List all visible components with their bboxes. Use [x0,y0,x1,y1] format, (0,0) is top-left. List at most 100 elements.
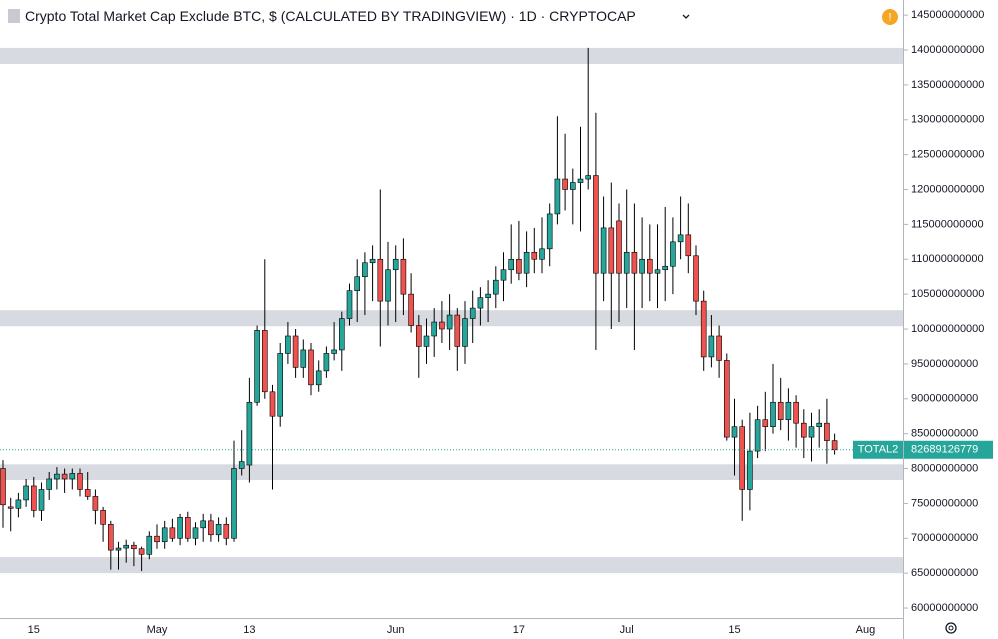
y-tick-label: 145000000000 [911,9,984,21]
x-tick-label: Aug [856,624,876,636]
gear-ring [945,622,957,634]
y-tick-label: 75000000000 [911,497,978,509]
separator: · [506,8,518,24]
candle-body [69,473,76,480]
exchange: CRYPTOCAP [549,8,636,24]
candle-body [415,325,422,347]
alert-icon[interactable] [882,9,898,25]
candle-body [369,258,376,264]
symbol-icon [8,9,20,23]
candle-body [377,258,384,302]
candle-body [92,496,99,511]
candle-body [677,234,684,243]
y-tick-label: 80000000000 [911,462,978,474]
plot-area [0,47,903,574]
candle-body [30,485,37,511]
candle-body [131,544,137,550]
symbol-title: Crypto Total Market Cap Exclude BTC, $ (… [25,8,506,24]
candle-body [38,489,45,511]
y-tick-label: 125000000000 [911,149,984,161]
separator: · [537,8,549,24]
dropdown-chevron[interactable] [682,14,690,19]
candle-body [716,335,722,361]
candle-body [84,489,91,497]
legend-header[interactable]: Crypto Total Market Cap Exclude BTC, $ (… [25,8,636,24]
candle-body [123,544,129,549]
y-tick-label: 105000000000 [911,288,984,300]
x-tick-label: 17 [513,624,525,636]
candle-body [254,330,260,403]
candle-body [739,426,746,490]
candle-body [146,535,153,555]
candle-body [492,279,499,295]
candle-body [261,330,268,393]
candle-body [785,401,792,420]
candle-body [523,251,530,274]
candle-body [454,314,461,347]
candle-body [408,293,414,326]
candle-body [208,520,214,536]
candle-body [108,524,114,551]
candle-body [223,524,230,539]
candle-body [485,293,491,298]
candle-body [600,227,607,274]
candle-body [831,440,838,451]
candle-body [354,276,361,291]
candle-body [708,335,715,358]
candle-body [300,349,307,368]
candle-body [277,353,284,417]
candle-body [431,321,438,337]
candle-body [315,370,322,386]
candle-body [800,422,807,438]
x-tick-label: 15 [728,624,740,636]
candle-body [816,422,823,427]
candle-body [400,258,407,295]
x-tick-label: 15 [28,624,40,636]
candle-body [631,251,638,274]
candle-body [762,419,769,427]
candle-body [670,241,676,267]
candle-body [516,258,522,274]
zone [0,47,903,64]
candle-body [15,499,22,509]
candle-body [346,290,353,319]
candle-body [569,182,576,190]
candle-body [46,478,53,490]
settings-icon[interactable] [945,622,957,634]
candle-body [100,510,106,525]
candle-body [23,485,29,501]
candle-body [54,473,60,480]
candle-body [539,248,545,260]
candle-body [693,255,699,302]
candle-body [654,269,661,274]
candle-body [554,178,561,215]
candle-body [338,318,345,351]
candle-body [770,401,776,427]
zone [0,464,903,481]
candle-body [754,419,761,452]
candle-body [292,335,299,368]
candle-body [508,258,515,271]
last-price-box [904,440,993,459]
candle-body [439,321,445,330]
candle-body [269,391,276,417]
candle-body [0,468,6,506]
gear-hub [948,625,954,631]
candle-body [646,258,653,274]
candle-body [608,227,615,274]
candle-body [546,213,553,250]
candle-body [477,297,484,309]
candle-body [231,468,237,539]
y-tick-label: 95000000000 [911,358,978,370]
candle-body [793,401,799,424]
candle-body [777,401,784,420]
candle-body [446,314,453,330]
x-tick-label: Jun [387,624,405,636]
candle-body [215,524,222,536]
y-tick-label: 60000000000 [911,602,978,614]
symbol-label-box [853,440,903,459]
symbol-label: TOTAL2 [858,444,899,456]
y-tick-label: 65000000000 [911,567,978,579]
y-tick-label: 130000000000 [911,114,984,126]
candle-body [154,535,160,543]
